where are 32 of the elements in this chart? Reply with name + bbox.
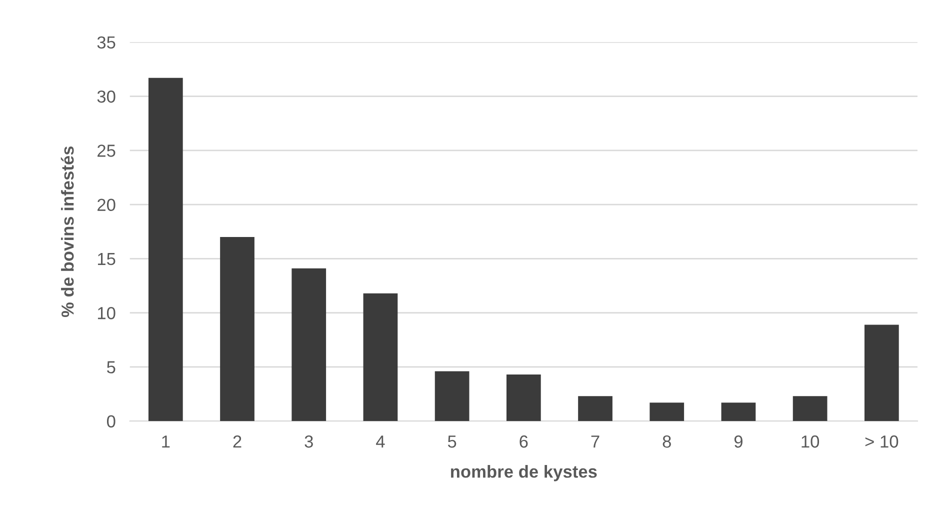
y-tick-label: 0 (106, 415, 116, 428)
x-tick-label: 7 (591, 436, 600, 448)
x-tick-label: 4 (376, 436, 385, 448)
x-tick-label: 8 (662, 435, 671, 448)
bar (578, 396, 612, 422)
bar (292, 268, 326, 422)
y-tick-label: 15 (98, 253, 116, 266)
bar (721, 402, 756, 422)
bar (363, 293, 398, 422)
x-tick-label: 9 (734, 435, 742, 448)
x-axis-title: nombre de kystes (451, 465, 597, 482)
bar (792, 396, 828, 422)
y-axis-title: % de bovins infestés (60, 146, 74, 318)
y-tick-label: 30 (97, 90, 116, 103)
bar (864, 324, 899, 422)
y-tick-label: 35 (97, 36, 116, 49)
bar (506, 374, 541, 422)
x-tick-label: 1 (162, 436, 170, 448)
y-tick-label: 5 (107, 361, 116, 374)
x-tick-label: 3 (304, 435, 313, 448)
x-tick-label: 5 (448, 436, 456, 448)
y-tick-label: 20 (98, 198, 116, 212)
y-tick-label: 10 (98, 306, 116, 320)
x-tick-label: 2 (233, 435, 242, 448)
bar (220, 237, 254, 422)
x-tick-label: > 10 (865, 435, 898, 448)
x-tick-label: 10 (802, 435, 820, 448)
bar (148, 78, 183, 422)
y-tick-label: 25 (98, 144, 116, 157)
bar (434, 371, 470, 422)
x-tick-label: 6 (520, 435, 528, 448)
bar (650, 402, 684, 422)
